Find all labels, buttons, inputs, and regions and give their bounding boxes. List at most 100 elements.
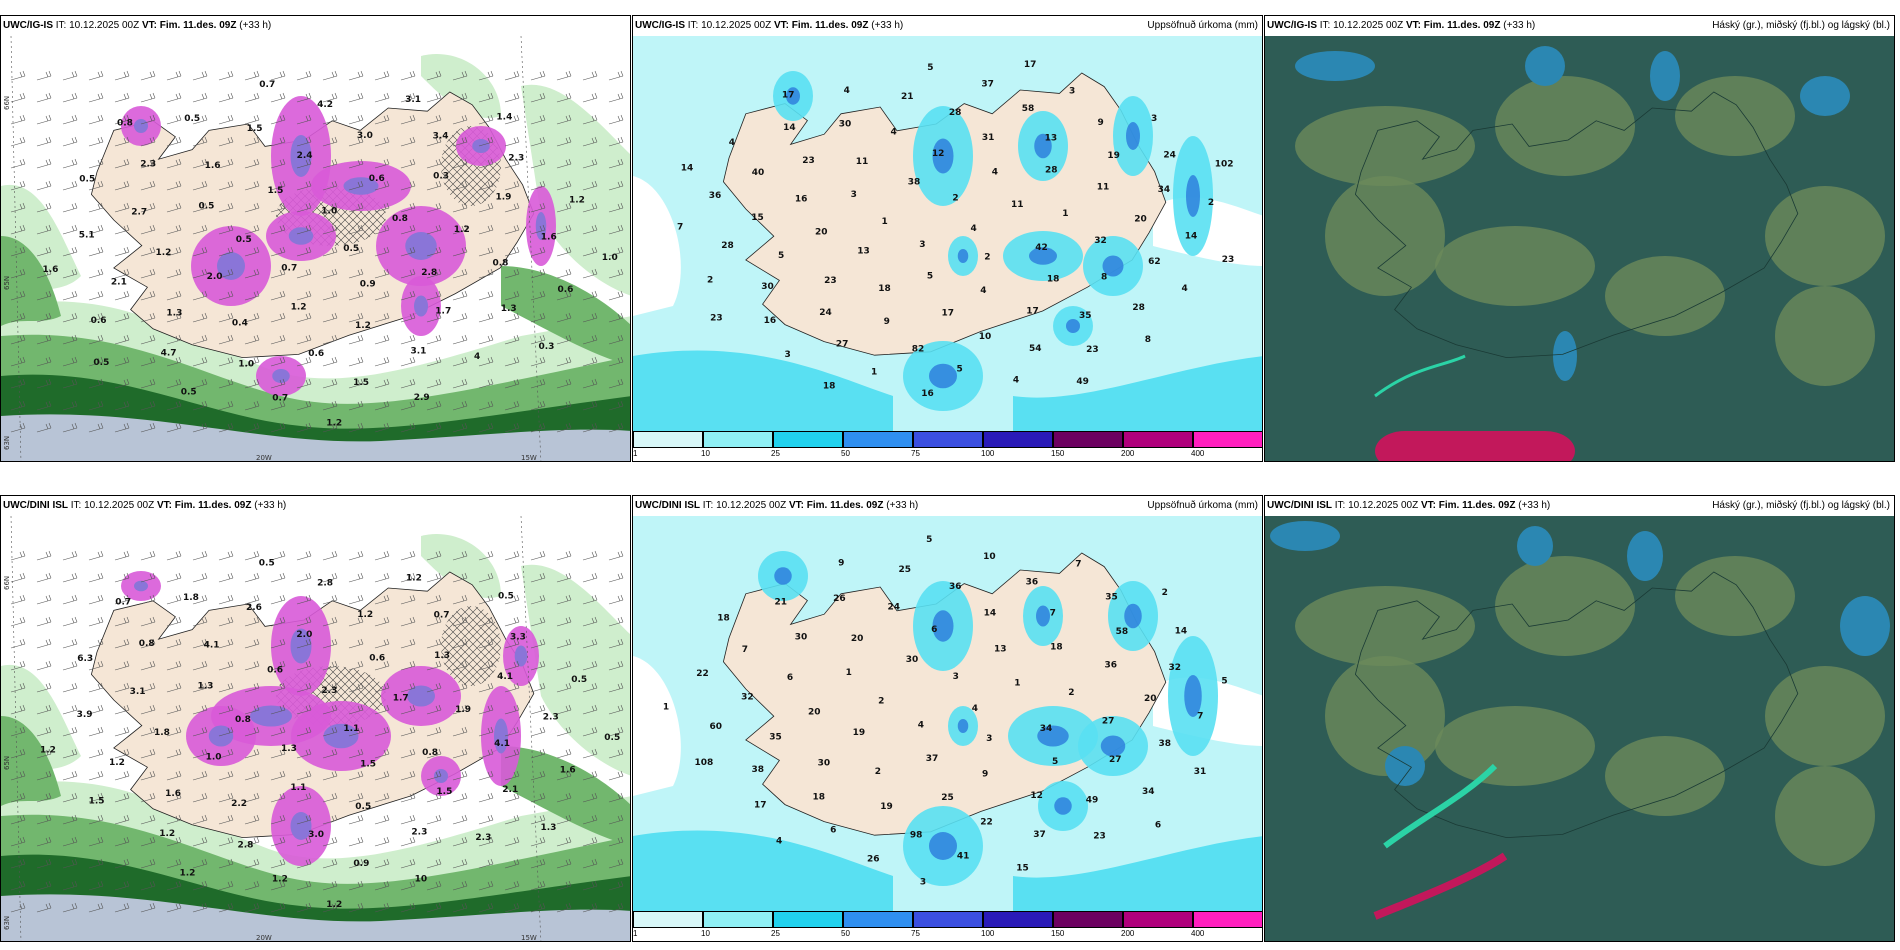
wind-barb (114, 858, 130, 869)
wind-barb (530, 770, 546, 781)
iceland-outline (1354, 91, 1799, 359)
wind-barb (296, 792, 312, 803)
wind-barb (270, 550, 286, 561)
precip-total-label: 2 (984, 253, 990, 263)
wind-barb (348, 356, 364, 367)
wind-barb (400, 748, 416, 759)
wind-barb (426, 550, 442, 561)
valid-time: Fim. 11.des. 09Z (174, 500, 252, 511)
wind-barb (88, 836, 104, 847)
wind-barb (166, 770, 182, 781)
precip-value-label: 0.5 (571, 675, 587, 685)
legend-tick-label: 100 (981, 449, 995, 458)
wind-barb (452, 682, 468, 693)
wind-barb (478, 378, 494, 389)
wind-barb (62, 246, 78, 257)
precip-total-label: 6 (830, 825, 836, 835)
wind-barb (36, 770, 52, 781)
precip-total-label: 1 (882, 217, 888, 227)
wind-barb (62, 594, 78, 605)
wind-barb (36, 422, 52, 433)
wind-barb (556, 70, 572, 81)
precip-total-label: 2 (1208, 198, 1214, 208)
wind-barb (10, 572, 26, 583)
wind-barb (426, 726, 442, 737)
precip-core (134, 119, 148, 133)
wind-barb (322, 704, 338, 715)
wind-barb (348, 202, 364, 213)
dry-area (633, 656, 681, 796)
precip-core (1102, 255, 1124, 277)
wind-barb (608, 246, 624, 257)
wind-barb (36, 268, 52, 279)
wind-barb (10, 180, 26, 191)
precip-value-label: 0.9 (360, 279, 376, 289)
valid-time: Fim. 11.des. 09Z (791, 20, 869, 31)
wind-barb (452, 334, 468, 345)
wind-barb (218, 422, 234, 433)
wind-barb (36, 638, 52, 649)
precip-total-label: 34 (1158, 185, 1171, 195)
wind-barb (218, 202, 234, 213)
wind-barb (478, 312, 494, 323)
wind-barb (348, 400, 364, 411)
precip-value-label: 1.6 (541, 232, 557, 242)
wind-barb (608, 224, 624, 235)
wind-barb (218, 814, 234, 825)
precip-value-label: 1.0 (321, 206, 337, 216)
wind-barb (374, 814, 390, 825)
precip-value-label: 10 (415, 874, 428, 884)
wind-barb (556, 114, 572, 125)
precip-total-label: 4 (992, 168, 998, 178)
precip-core (1054, 797, 1072, 815)
wind-barb (582, 550, 598, 561)
wind-barb (426, 858, 442, 869)
legend-swatch (1123, 911, 1193, 928)
valid-label: VT: (788, 500, 804, 511)
wind-barb (296, 616, 312, 627)
precip-total-label: 16 (795, 195, 808, 205)
wind-barb (374, 616, 390, 627)
precip-total-label: 3 (851, 190, 857, 200)
wind-barb (244, 726, 260, 737)
wind-barb (608, 748, 624, 759)
wind-barb (244, 422, 260, 433)
wind-barb (88, 880, 104, 891)
mid-cloud (1775, 286, 1875, 386)
legend-swatch (1193, 911, 1262, 928)
wind-barb (452, 312, 468, 323)
wind-barb (10, 682, 26, 693)
wind-barb (270, 748, 286, 759)
wind-barb (218, 616, 234, 627)
legend-tick-label: 1 (633, 929, 638, 938)
precip-value-label: 0.7 (272, 393, 288, 403)
legend-tick-label: 10 (701, 449, 710, 458)
iceland-outline (1354, 571, 1799, 839)
wind-barb (582, 704, 598, 715)
precip-core (1034, 133, 1052, 159)
wind-barb (10, 312, 26, 323)
wind-barb (400, 158, 416, 169)
wind-barb (478, 290, 494, 301)
precip-total-label: 22 (696, 669, 709, 679)
dry-area (633, 176, 681, 316)
wind-barb (530, 660, 546, 671)
wind-barb (62, 902, 78, 913)
wind-barb (114, 268, 130, 279)
wind-barb (478, 792, 494, 803)
wind-barb (426, 594, 442, 605)
wind-barb (348, 682, 364, 693)
wind-barb (88, 422, 104, 433)
precip-total-label: 3 (953, 672, 959, 682)
wind-barb (374, 594, 390, 605)
cloud-feature (1373, 852, 1508, 920)
lead-time: (+33 h) (871, 20, 904, 31)
graticule (10, 36, 22, 461)
precip-total-label: 14 (1175, 627, 1188, 637)
precip-total-label: 3 (919, 240, 925, 250)
legend-tick-label: 25 (771, 929, 780, 938)
wind-barb (348, 136, 364, 147)
valid-label: VT: (1405, 20, 1421, 31)
wind-barb (192, 92, 208, 103)
wind-barb (88, 400, 104, 411)
